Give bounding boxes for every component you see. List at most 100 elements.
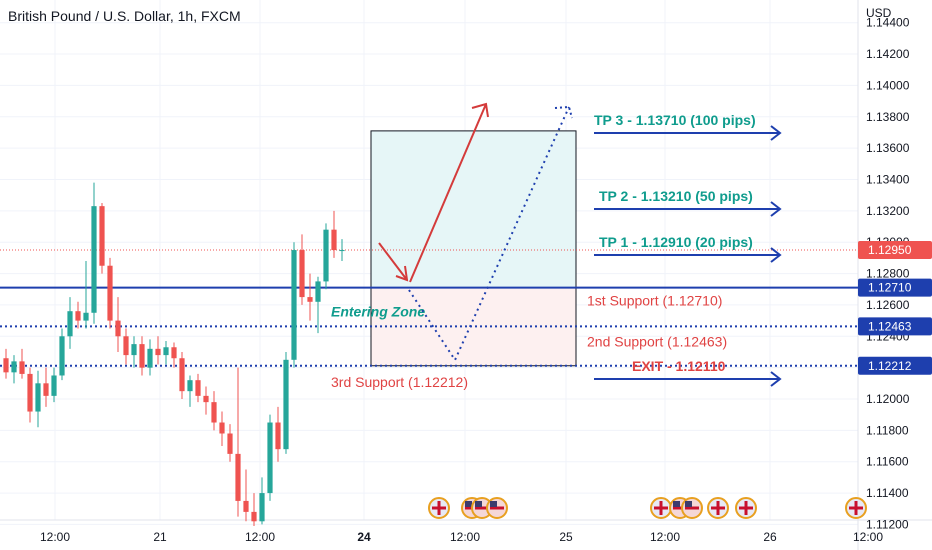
target-label: TP 3 - 1.13710 (100 pips) — [594, 112, 756, 128]
candle-body[interactable] — [323, 229, 329, 282]
y-tick-label: 1.13200 — [866, 204, 910, 218]
candle-body[interactable] — [235, 453, 241, 501]
candle-body[interactable] — [11, 361, 17, 373]
entry-arrow — [378, 242, 408, 281]
candle-body[interactable] — [115, 320, 121, 337]
candle-body[interactable] — [59, 336, 65, 376]
candle-body[interactable] — [83, 312, 89, 321]
candle-body[interactable] — [211, 402, 217, 423]
candle-body[interactable] — [179, 358, 185, 392]
candle-body[interactable] — [339, 250, 345, 252]
price-axis-label-text: 1.12950 — [868, 243, 912, 257]
x-tick-label: 12:00 — [450, 530, 480, 544]
candle-body[interactable] — [163, 347, 169, 356]
candle-body[interactable] — [123, 336, 129, 356]
zone-label: Entering Zone — [331, 304, 425, 320]
y-tick-label: 1.11200 — [866, 517, 909, 531]
candle-body[interactable] — [331, 229, 337, 251]
candle-body[interactable] — [267, 422, 273, 494]
candle-body[interactable] — [227, 433, 233, 454]
y-tick-label: 1.14200 — [866, 47, 910, 61]
y-tick-label: 1.14400 — [866, 16, 910, 30]
y-tick-label: 1.12000 — [866, 392, 910, 406]
price-axis-label-text: 1.12463 — [868, 319, 912, 333]
us-flag-icon[interactable] — [486, 497, 508, 519]
us-flag-icon[interactable] — [681, 497, 703, 519]
candle-body[interactable] — [275, 422, 281, 450]
y-tick-label: 1.14000 — [866, 78, 910, 92]
projection-arrow — [409, 103, 487, 283]
candle-body[interactable] — [171, 347, 177, 359]
candle-body[interactable] — [139, 344, 145, 368]
uk-flag-icon[interactable] — [650, 497, 672, 519]
price-axis-label[interactable] — [858, 241, 932, 260]
candle-body[interactable] — [195, 380, 201, 396]
target-arrow-head — [770, 247, 782, 263]
target-label: EXIT - 1.12110 — [632, 358, 726, 374]
x-tick-label: 12:00 — [853, 530, 883, 544]
candle-body[interactable] — [219, 422, 225, 434]
y-tick-label: 1.13600 — [866, 141, 910, 155]
candle-body[interactable] — [131, 344, 137, 356]
candle-body[interactable] — [243, 500, 249, 512]
candle-body[interactable] — [307, 297, 313, 302]
x-tick-label: 12:00 — [650, 530, 680, 544]
x-tick-label: 12:00 — [245, 530, 275, 544]
price-axis-label-text: 1.12710 — [868, 281, 912, 295]
candle-body[interactable] — [91, 206, 97, 313]
y-tick-label: 1.11400 — [866, 486, 909, 500]
x-tick-label: 25 — [559, 530, 573, 544]
y-tick-label: 1.12600 — [866, 298, 910, 312]
candle-body[interactable] — [147, 348, 153, 368]
candle-body[interactable] — [291, 250, 297, 360]
candle-body[interactable] — [35, 383, 41, 412]
candle-body[interactable] — [67, 311, 73, 337]
candle-body[interactable] — [283, 359, 289, 450]
candle-body[interactable] — [315, 281, 321, 302]
y-tick-label: 1.11800 — [866, 423, 909, 437]
y-tick-label: 1.13400 — [866, 172, 910, 186]
target-arrow-head — [770, 371, 782, 387]
candle-body[interactable] — [299, 250, 305, 298]
support-label-3: 3rd Support (1.12212) — [331, 374, 468, 390]
candle-body[interactable] — [259, 493, 265, 522]
candle-body[interactable] — [107, 265, 113, 321]
candle-body[interactable] — [27, 373, 33, 412]
symbol-title: British Pound / U.S. Dollar, 1h, FXCM — [8, 8, 241, 24]
candle-body[interactable] — [75, 311, 81, 321]
target-label: TP 2 - 1.13210 (50 pips) — [599, 188, 753, 204]
price-axis-label[interactable] — [858, 317, 932, 336]
y-tick-label: 1.12800 — [866, 267, 910, 281]
uk-flag-icon[interactable] — [707, 497, 729, 519]
candle-body[interactable] — [3, 358, 9, 373]
profit-zone[interactable] — [370, 130, 577, 289]
price-axis-label[interactable] — [858, 356, 932, 375]
candle-body[interactable] — [51, 375, 57, 396]
uk-flag-icon[interactable] — [735, 497, 757, 519]
x-tick-label: 26 — [763, 530, 777, 544]
price-axis-label-text: 1.12212 — [868, 359, 912, 373]
uk-flag-icon[interactable] — [845, 497, 867, 519]
target-arrow-head — [770, 125, 782, 141]
projection-arrow-head — [471, 102, 489, 118]
candle-body[interactable] — [99, 206, 105, 266]
support-label-2: 2nd Support (1.12463) — [587, 333, 727, 349]
x-tick-label: 12:00 — [40, 530, 70, 544]
candle-body[interactable] — [187, 380, 193, 392]
currency-label: USD — [866, 6, 892, 20]
entry-arrow-head — [395, 265, 409, 282]
price-axis-label[interactable] — [858, 278, 932, 297]
y-tick-label: 1.13800 — [866, 110, 910, 124]
target-label: TP 1 - 1.12910 (20 pips) — [599, 234, 753, 250]
uk-flag-icon[interactable] — [428, 497, 450, 519]
candle-body[interactable] — [203, 395, 209, 403]
candle-body[interactable] — [43, 383, 49, 396]
x-tick-label: 21 — [153, 530, 167, 544]
y-tick-label: 1.11600 — [866, 455, 909, 469]
support-label-1: 1st Support (1.12710) — [587, 293, 722, 309]
candle-body[interactable] — [251, 511, 257, 522]
candle-body[interactable] — [155, 348, 161, 356]
candle-body[interactable] — [19, 361, 25, 374]
x-tick-label: 24 — [357, 530, 371, 544]
